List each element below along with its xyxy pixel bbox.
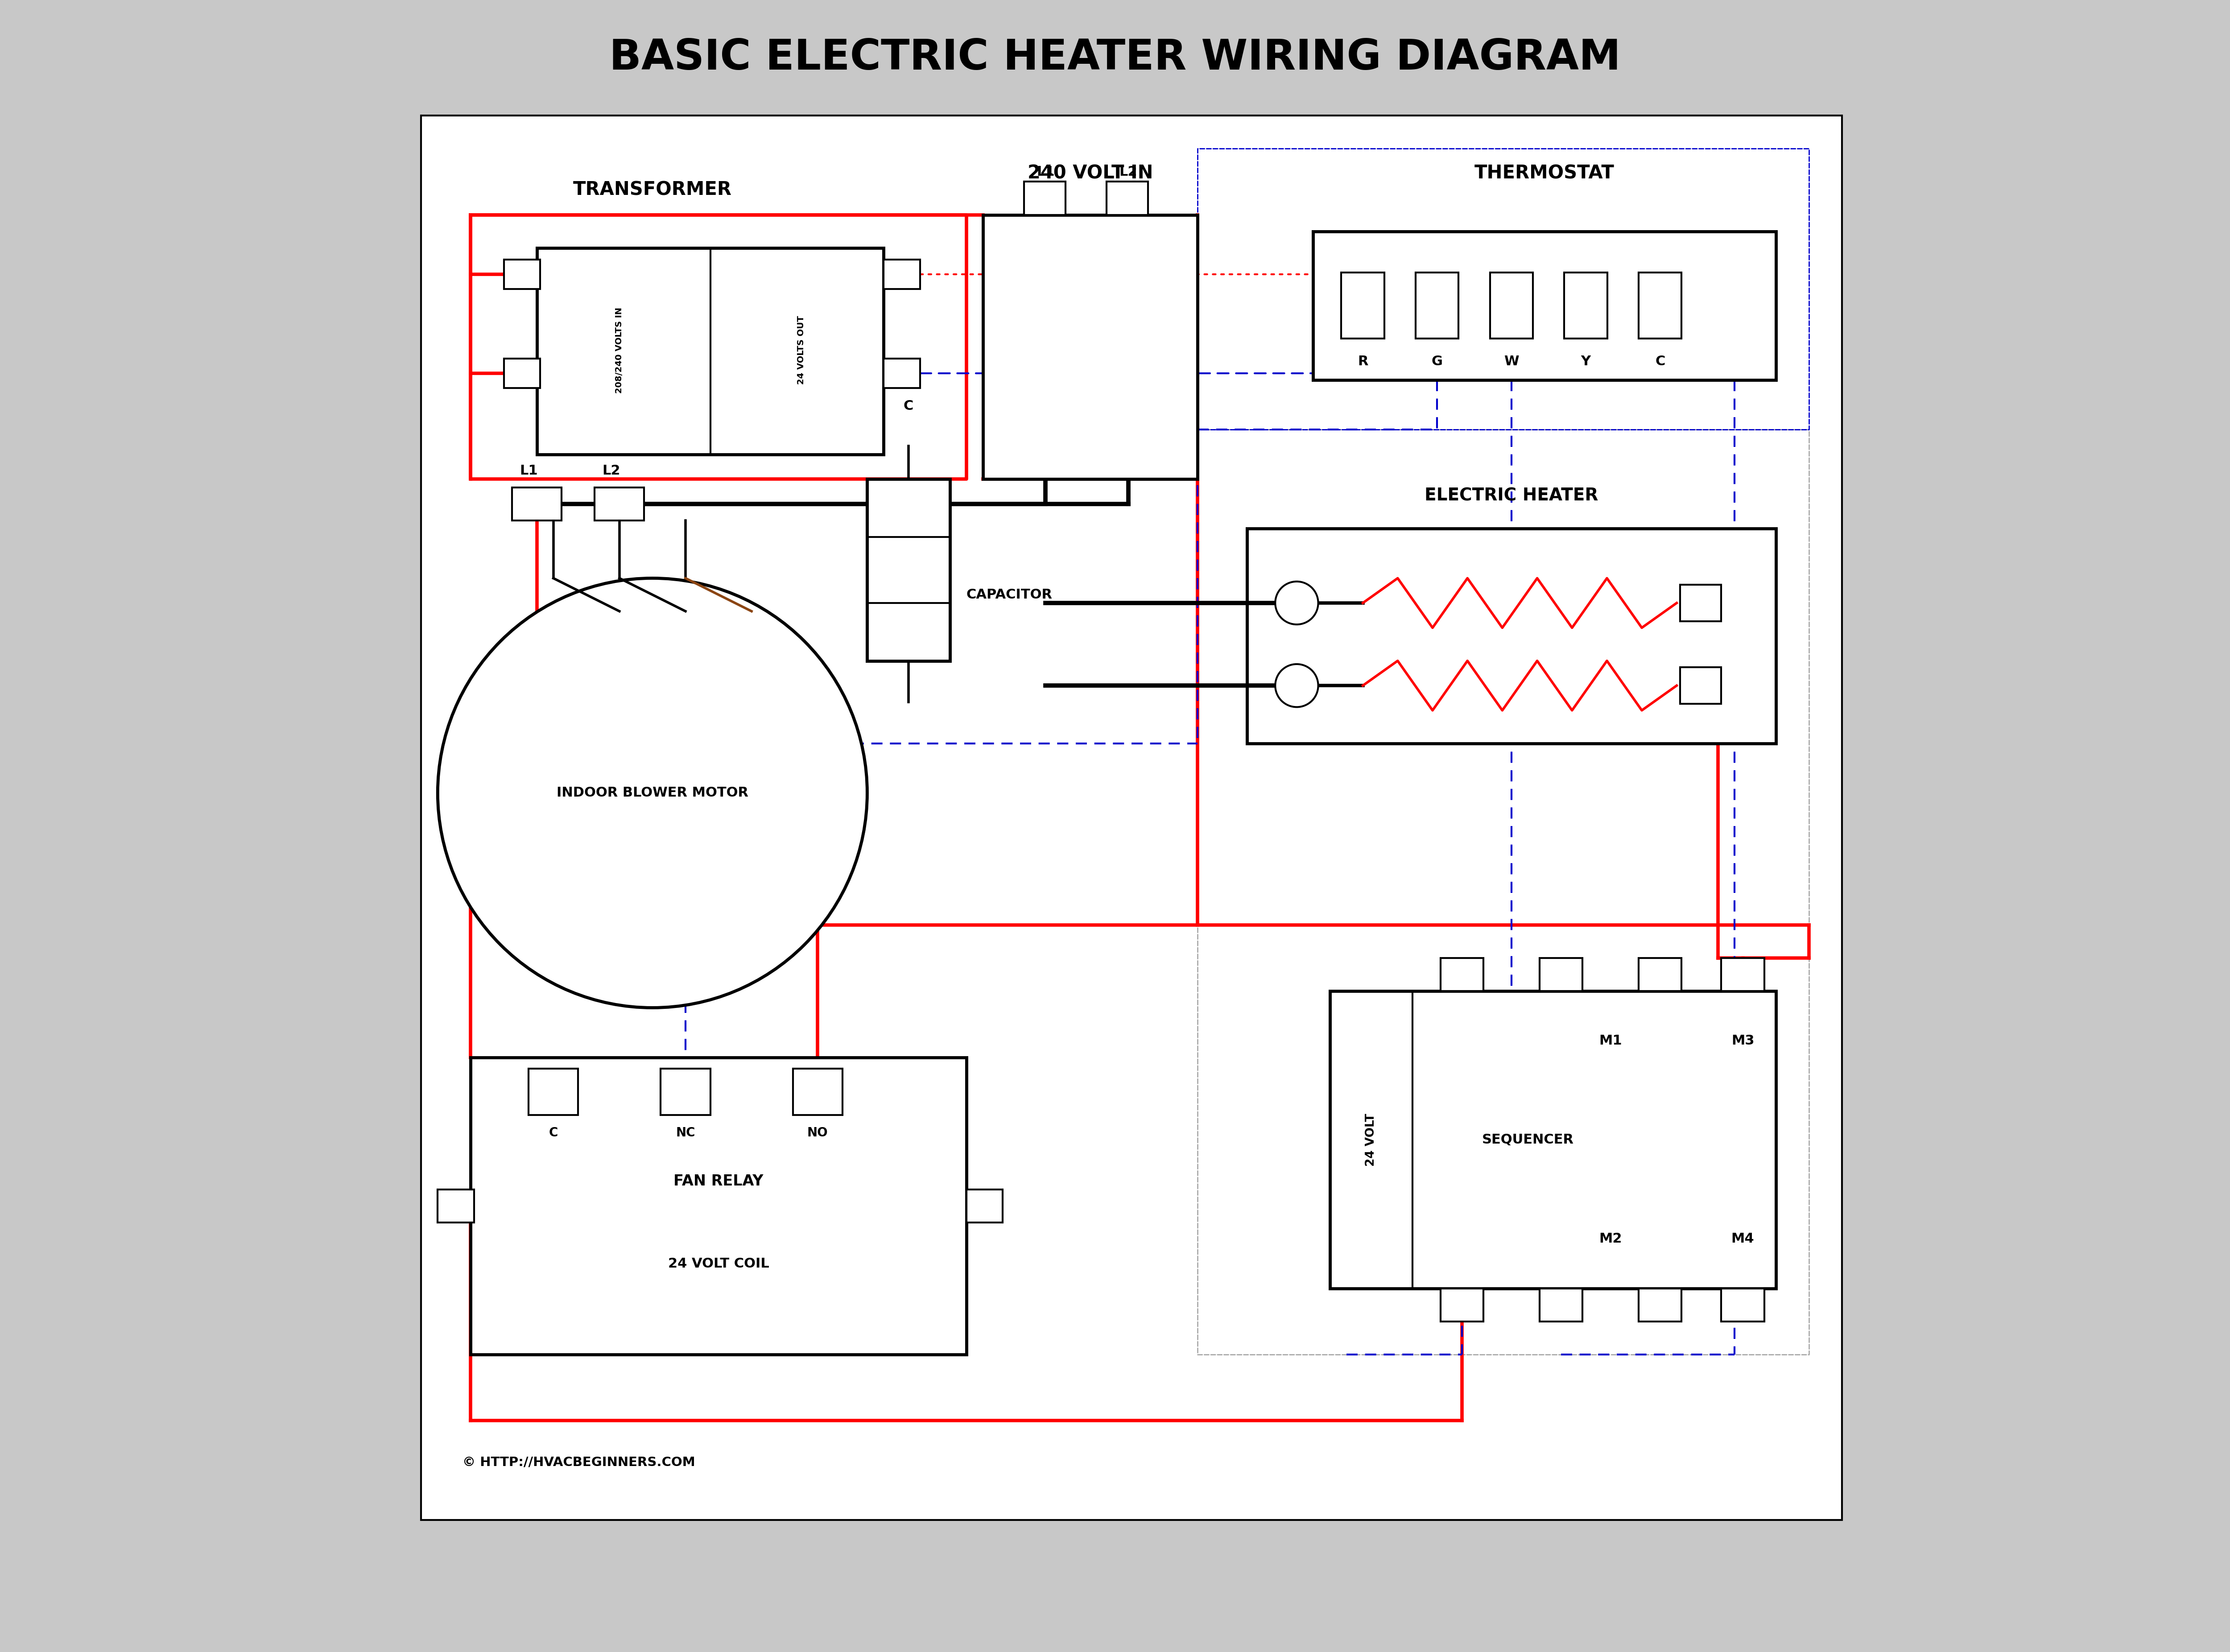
Text: C: C — [549, 1127, 558, 1140]
Bar — [1539, 1289, 1583, 1322]
Bar — [595, 487, 644, 520]
Text: G: G — [1432, 355, 1443, 368]
Bar — [1563, 273, 1608, 339]
Text: 208/240 VOLTS IN: 208/240 VOLTS IN — [615, 307, 624, 393]
Bar — [1416, 273, 1458, 339]
Bar — [966, 1189, 1004, 1222]
Bar — [504, 358, 540, 388]
Bar — [1639, 273, 1681, 339]
Text: © HTTP://HVACBEGINNERS.COM: © HTTP://HVACBEGINNERS.COM — [462, 1455, 696, 1469]
Circle shape — [1276, 664, 1318, 707]
Bar — [883, 259, 921, 289]
Text: 240 VOLT IN: 240 VOLT IN — [1028, 164, 1153, 183]
Text: INDOOR BLOWER MOTOR: INDOOR BLOWER MOTOR — [558, 786, 749, 800]
Bar — [1722, 958, 1764, 991]
Text: 24 VOLT: 24 VOLT — [1365, 1113, 1376, 1166]
Bar — [1329, 991, 1775, 1289]
Bar — [537, 248, 883, 454]
Bar — [1441, 958, 1483, 991]
Text: 24 VOLT COIL: 24 VOLT COIL — [669, 1257, 769, 1270]
Bar — [1679, 585, 1722, 621]
Text: C: C — [1655, 355, 1666, 368]
Bar — [513, 487, 562, 520]
Bar — [1539, 958, 1583, 991]
Text: W: W — [1503, 355, 1519, 368]
Bar — [983, 215, 1198, 479]
Bar — [471, 1057, 966, 1355]
Text: SEQUENCER: SEQUENCER — [1483, 1133, 1574, 1146]
Text: R: R — [1358, 355, 1367, 368]
Text: L1: L1 — [1037, 165, 1055, 178]
Bar — [437, 1189, 475, 1222]
Text: C: C — [903, 400, 914, 413]
Text: NC: NC — [676, 1127, 696, 1140]
Text: L1: L1 — [520, 464, 537, 477]
Text: NO: NO — [807, 1127, 827, 1140]
Text: FAN RELAY: FAN RELAY — [673, 1175, 763, 1188]
Bar — [1024, 182, 1066, 215]
Bar — [1490, 273, 1532, 339]
Text: L2: L2 — [1119, 165, 1137, 178]
Text: Y: Y — [1581, 355, 1590, 368]
Bar — [660, 1069, 711, 1115]
Circle shape — [1276, 582, 1318, 624]
Bar — [504, 259, 540, 289]
Bar — [1639, 958, 1681, 991]
Bar — [1679, 667, 1722, 704]
Bar — [1722, 1289, 1764, 1322]
Text: L2: L2 — [602, 464, 620, 477]
Text: TRANSFORMER: TRANSFORMER — [573, 180, 731, 200]
Bar — [421, 116, 1842, 1520]
Text: BASIC ELECTRIC HEATER WIRING DIAGRAM: BASIC ELECTRIC HEATER WIRING DIAGRAM — [609, 38, 1621, 78]
Bar — [867, 479, 950, 661]
Bar — [1106, 182, 1148, 215]
Text: M4: M4 — [1730, 1232, 1755, 1246]
Bar — [794, 1069, 843, 1115]
Bar — [1313, 231, 1775, 380]
Text: ELECTRIC HEATER: ELECTRIC HEATER — [1425, 487, 1599, 504]
Bar — [1340, 273, 1385, 339]
Bar — [529, 1069, 578, 1115]
Bar — [1247, 529, 1775, 743]
Bar — [1639, 1289, 1681, 1322]
Text: CAPACITOR: CAPACITOR — [966, 588, 1053, 601]
Text: M3: M3 — [1730, 1034, 1755, 1047]
Text: M1: M1 — [1599, 1034, 1621, 1047]
Circle shape — [437, 578, 867, 1008]
Text: 24 VOLTS OUT: 24 VOLTS OUT — [796, 316, 805, 385]
Text: THERMOSTAT: THERMOSTAT — [1474, 164, 1615, 183]
Bar — [883, 358, 921, 388]
Text: M2: M2 — [1599, 1232, 1621, 1246]
Bar — [1441, 1289, 1483, 1322]
